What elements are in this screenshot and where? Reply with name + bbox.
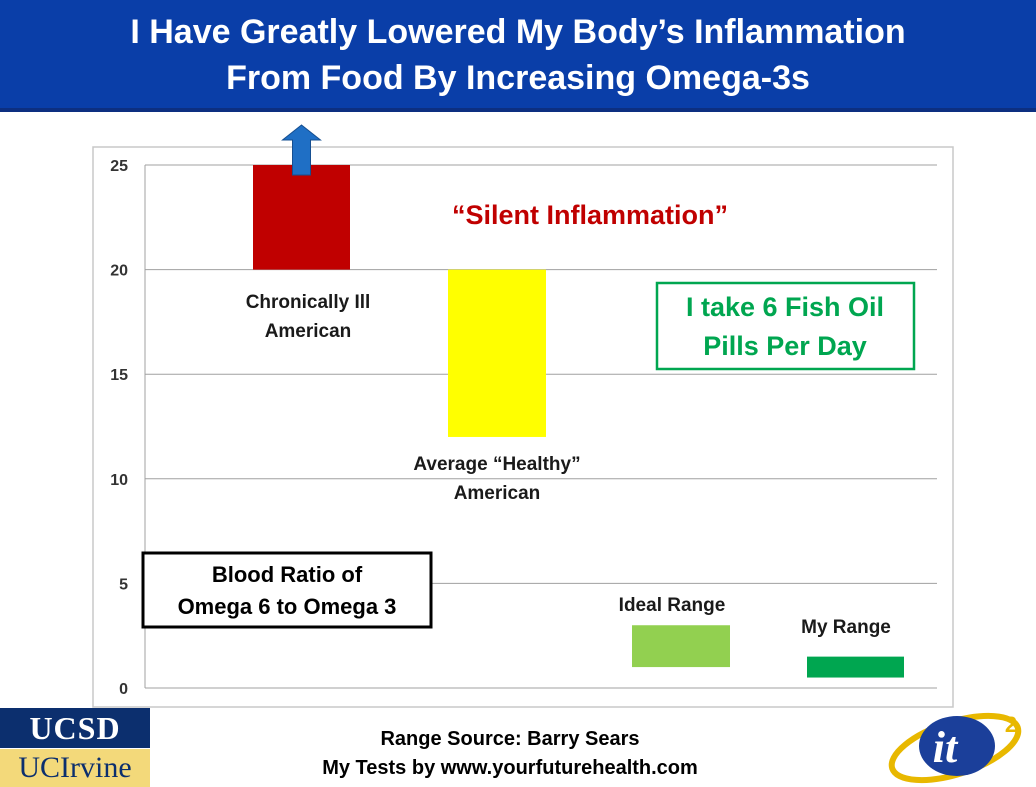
it2-logo: it 2 — [888, 712, 1022, 784]
uc-irvine-logo: UCIrvine — [0, 749, 150, 787]
bar-label: My Range — [801, 617, 891, 638]
range-bar — [448, 269, 546, 437]
bar-label: Ideal Range — [619, 595, 726, 616]
range-bar — [253, 165, 350, 270]
it2-logo-text: it — [933, 723, 959, 772]
it2-logo-superscript: 2 — [1005, 712, 1017, 737]
footer-tests: My Tests by www.yourfuturehealth.com — [322, 757, 698, 779]
bar-label: Chronically Ill — [246, 292, 371, 313]
blood-ratio-box — [141, 551, 433, 629]
bar-label: American — [454, 483, 541, 504]
y-tick-label: 0 — [119, 681, 128, 698]
silent-inflammation-label: “Silent Inflammation” — [452, 200, 728, 230]
y-tick-label: 25 — [110, 158, 128, 175]
up-arrow — [281, 124, 322, 176]
y-tick-label: 5 — [119, 576, 128, 593]
footer-source: Range Source: Barry Sears — [380, 728, 640, 750]
y-tick-label: 20 — [110, 263, 128, 280]
blood-ratio-line-1: Blood Ratio of — [212, 562, 363, 587]
fish-oil-box — [655, 281, 916, 371]
title-line-2: From Food By Increasing Omega-3s — [226, 59, 810, 97]
y-tick-label: 10 — [110, 472, 128, 489]
fish-oil-line-2: Pills Per Day — [703, 331, 867, 361]
range-bar — [632, 625, 730, 668]
fish-oil-line-1: I take 6 Fish Oil — [686, 292, 884, 322]
blood-ratio-line-2: Omega 6 to Omega 3 — [178, 594, 397, 619]
bar-label: Average “Healthy” — [413, 454, 580, 475]
bar-label: American — [265, 321, 352, 342]
y-tick-label: 15 — [110, 367, 128, 384]
title-banner: I Have Greatly Lowered My Body’s Inflamm… — [0, 0, 1036, 112]
ucsd-logo: UCSD — [0, 708, 150, 748]
title-line-1: I Have Greatly Lowered My Body’s Inflamm… — [130, 13, 906, 51]
range-bar — [807, 656, 904, 678]
